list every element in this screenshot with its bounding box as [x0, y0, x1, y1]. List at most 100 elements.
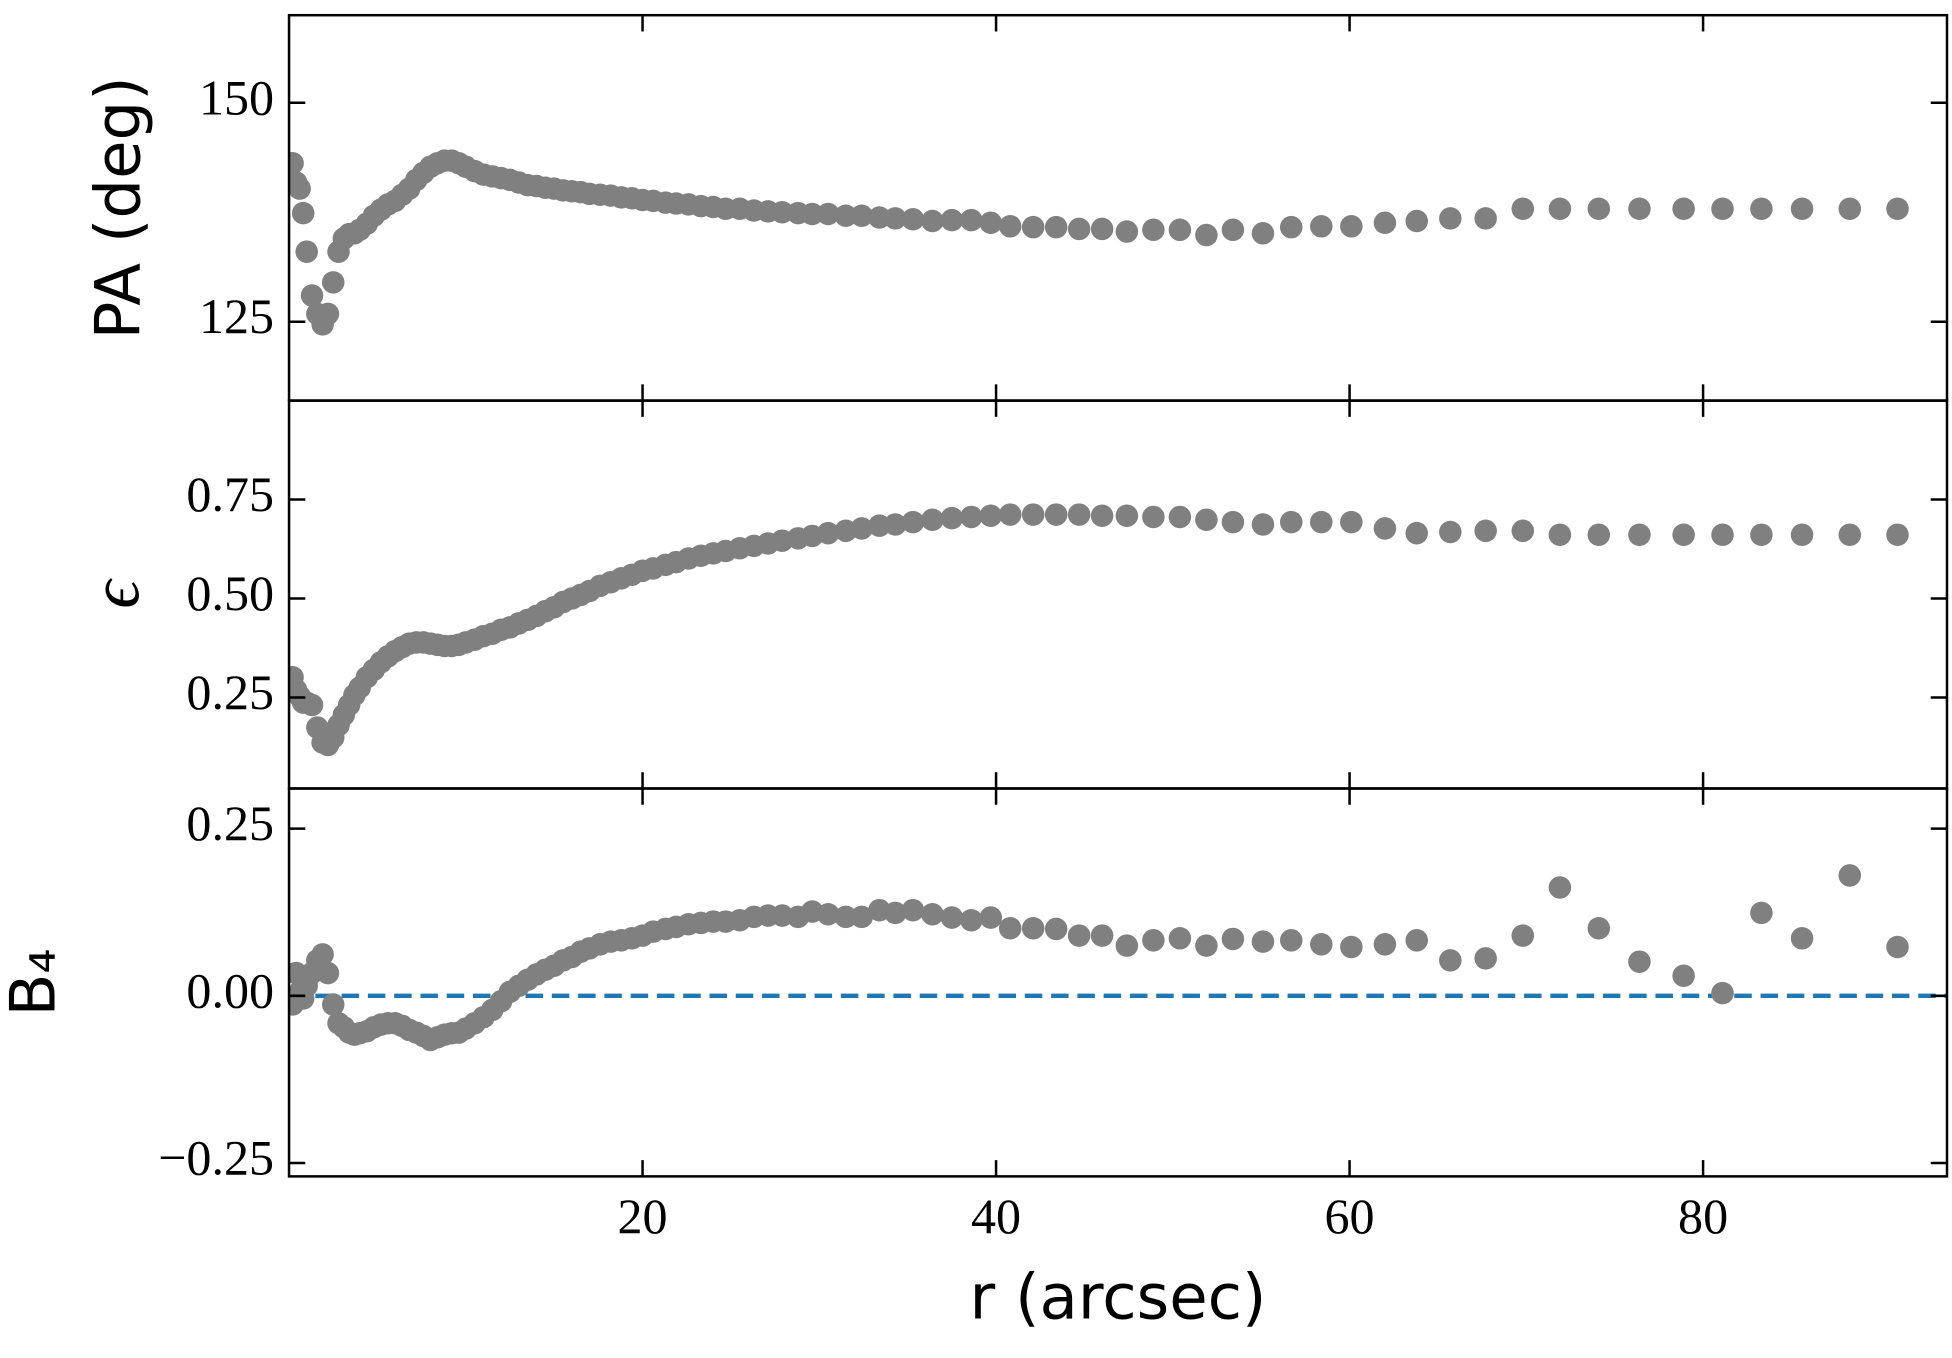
- point: [1711, 523, 1734, 547]
- point: [921, 209, 944, 233]
- point: [1310, 215, 1333, 238]
- point: [1044, 503, 1068, 526]
- point: [1195, 934, 1218, 957]
- point: [1672, 523, 1695, 547]
- point: [1587, 917, 1611, 940]
- y-tick-label: 150: [199, 69, 274, 125]
- y-axis-label: ϵ: [78, 578, 155, 609]
- point: [1711, 981, 1734, 1005]
- point: [321, 271, 345, 294]
- point: [1067, 217, 1091, 241]
- point: [1439, 949, 1462, 972]
- point: [295, 240, 318, 263]
- x-tick-label: 80: [1678, 1188, 1728, 1244]
- point: [800, 202, 824, 226]
- point: [884, 901, 907, 925]
- point: [1067, 924, 1091, 947]
- point: [1886, 523, 1909, 547]
- point: [1750, 523, 1773, 547]
- y-axis-label: PA (deg): [82, 76, 155, 339]
- axes-frame: [287, 787, 1949, 1178]
- point: [289, 151, 304, 175]
- point: [770, 201, 794, 224]
- plot-area: [289, 149, 1909, 336]
- point: [1672, 964, 1695, 988]
- y-axis-label: B₄: [0, 948, 70, 1016]
- y-tick-label: 0.25: [186, 795, 274, 851]
- point: [1142, 929, 1165, 952]
- point: [1115, 220, 1139, 243]
- point: [1021, 917, 1045, 940]
- point: [960, 208, 983, 232]
- point: [1838, 523, 1862, 547]
- point: [998, 215, 1022, 238]
- point: [1373, 517, 1397, 540]
- x-tick-label: 60: [1325, 1188, 1375, 1244]
- point: [300, 693, 324, 717]
- point: [850, 905, 873, 929]
- point: [1310, 933, 1333, 956]
- point: [850, 517, 873, 540]
- point: [921, 902, 944, 926]
- y-tick-label: 0.25: [186, 664, 274, 720]
- point: [1090, 217, 1114, 241]
- point: [998, 503, 1022, 526]
- point: [1790, 927, 1814, 950]
- point: [1628, 197, 1651, 221]
- point: [1090, 924, 1114, 947]
- point: [1474, 519, 1497, 543]
- point: [1474, 947, 1497, 970]
- point: [884, 513, 907, 536]
- point: [1474, 207, 1497, 230]
- point: [960, 908, 983, 932]
- point: [1439, 520, 1462, 544]
- point: [1886, 935, 1909, 959]
- axes-frame: [287, 399, 1949, 790]
- point: [1279, 510, 1303, 534]
- point: [1310, 510, 1333, 534]
- plot-area: [289, 864, 1947, 1052]
- point: [1115, 504, 1139, 528]
- y-tick-label: −0.25: [158, 1129, 274, 1185]
- point: [816, 902, 840, 926]
- point: [316, 302, 340, 326]
- point: [1340, 510, 1363, 534]
- x-tick-label: 20: [618, 1188, 668, 1244]
- point: [1587, 197, 1611, 221]
- point: [316, 961, 340, 985]
- point: [960, 505, 983, 529]
- point: [1195, 223, 1218, 247]
- point: [1168, 218, 1192, 242]
- point: [1628, 950, 1651, 973]
- point: [291, 201, 315, 225]
- y-tick-label: 0.75: [186, 466, 274, 522]
- point: [1115, 934, 1139, 957]
- point: [1373, 211, 1397, 235]
- point: [901, 898, 925, 922]
- x-tick-label: 40: [971, 1188, 1021, 1244]
- point: [1672, 197, 1695, 221]
- point: [1251, 513, 1275, 536]
- point: [816, 521, 840, 545]
- point: [1340, 935, 1363, 959]
- point: [1373, 933, 1397, 956]
- point: [1195, 508, 1218, 531]
- point: [1221, 510, 1245, 534]
- point: [1790, 197, 1814, 221]
- point: [1067, 503, 1091, 526]
- point: [1142, 505, 1165, 529]
- point: [1405, 929, 1428, 952]
- point: [1279, 215, 1303, 239]
- point: [1168, 505, 1192, 529]
- point: [1548, 876, 1572, 899]
- point: [1021, 215, 1045, 239]
- point: [1886, 197, 1909, 221]
- point: [998, 917, 1022, 940]
- point: [1750, 901, 1773, 925]
- point: [1142, 218, 1165, 242]
- point: [1021, 503, 1045, 526]
- point: [1405, 209, 1428, 233]
- point: [850, 204, 873, 228]
- point: [816, 202, 840, 226]
- point: [834, 905, 858, 929]
